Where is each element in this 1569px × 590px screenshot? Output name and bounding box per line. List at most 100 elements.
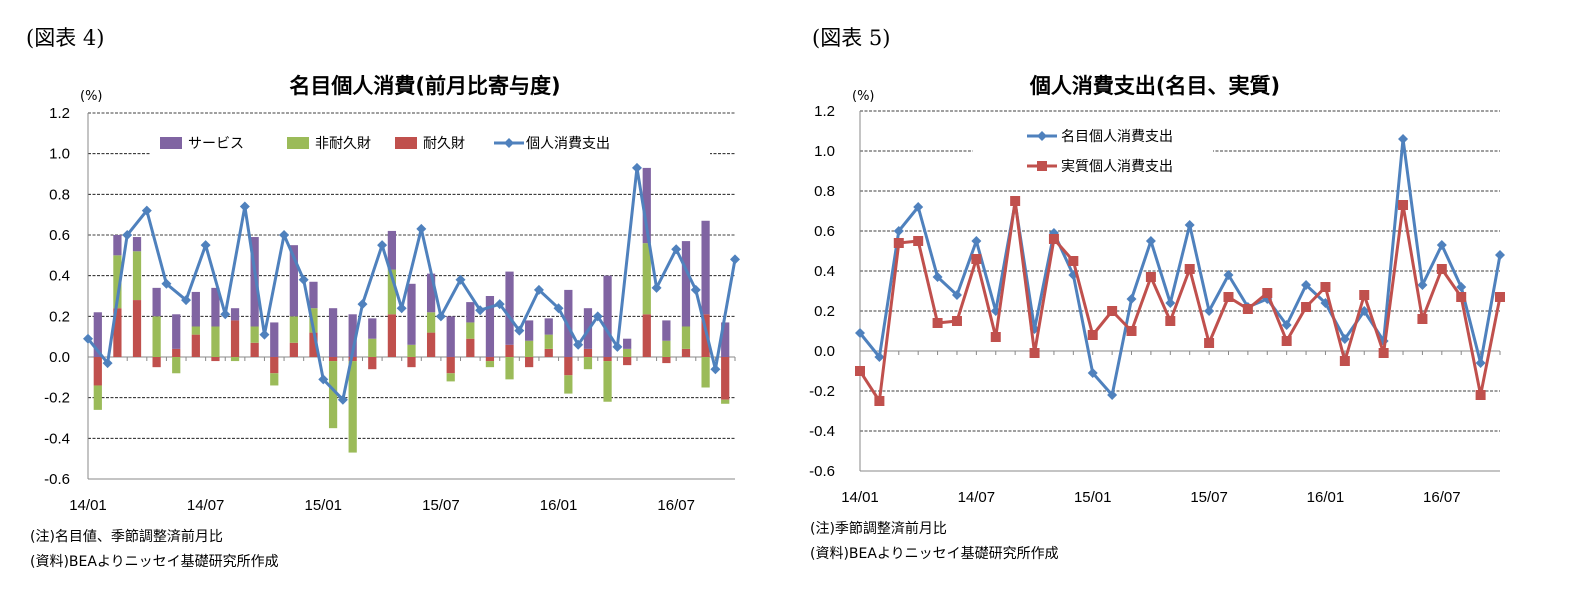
y-tick-label: -0.6 xyxy=(809,463,835,480)
data-point xyxy=(1029,348,1040,358)
bar-segment xyxy=(525,320,534,341)
bar-segment xyxy=(387,269,397,315)
data-point xyxy=(1145,272,1156,282)
data-point xyxy=(612,341,623,352)
data-point xyxy=(298,274,309,285)
legend-marker xyxy=(1037,131,1047,141)
data-point xyxy=(874,396,885,406)
bar-segment xyxy=(642,243,651,315)
data-point xyxy=(1204,338,1215,348)
bar-segment xyxy=(485,357,495,362)
data-point xyxy=(1456,292,1467,302)
y-tick-label: 0.8 xyxy=(814,183,835,200)
data-point xyxy=(1107,306,1118,316)
data-point xyxy=(631,162,642,173)
data-point xyxy=(1339,356,1350,366)
data-point xyxy=(1223,270,1234,280)
x-tick-label: 15/07 xyxy=(1190,489,1228,506)
data-point xyxy=(1301,302,1312,312)
bar-segment xyxy=(230,357,240,362)
legend-marker xyxy=(1037,161,1047,171)
legend-label: 個人消費支出 xyxy=(526,136,610,152)
bar-segment xyxy=(250,237,259,327)
data-point xyxy=(1068,270,1079,280)
data-point xyxy=(396,303,407,314)
data-point xyxy=(514,325,525,336)
bar-segment xyxy=(623,357,632,366)
data-point xyxy=(1339,334,1350,344)
bar-segment xyxy=(328,308,338,357)
data-point xyxy=(1184,264,1195,274)
data-point xyxy=(122,230,133,240)
bar-segment xyxy=(583,348,593,357)
x-tick-label: 15/01 xyxy=(1074,489,1112,506)
y-tick-label: 1.2 xyxy=(49,105,70,122)
x-tick-label: 14/01 xyxy=(841,489,879,506)
bar-segment xyxy=(270,322,279,357)
data-point xyxy=(102,358,113,369)
y-tick-label: 0.0 xyxy=(814,343,835,360)
bar-segment xyxy=(191,334,200,357)
y-tick-label: -0.2 xyxy=(809,383,835,400)
data-point xyxy=(1495,292,1505,302)
legend-label: 非耐久財 xyxy=(315,136,371,152)
data-point xyxy=(1436,240,1447,250)
data-point xyxy=(1165,298,1176,308)
bar-segment xyxy=(721,357,730,400)
bar-segment xyxy=(426,332,436,357)
bar-segment xyxy=(564,357,573,376)
bar-segment xyxy=(525,340,534,357)
data-point xyxy=(435,311,446,322)
data-point xyxy=(1417,314,1428,324)
data-point xyxy=(951,290,962,300)
y-tick-label: 0.6 xyxy=(49,227,70,244)
bar-segment xyxy=(230,308,240,321)
data-point xyxy=(913,236,924,246)
data-point xyxy=(893,238,904,248)
data-point xyxy=(318,374,329,385)
data-point xyxy=(1010,196,1021,206)
data-point xyxy=(279,230,290,240)
data-point xyxy=(1223,292,1234,302)
legend-label: 実質個人消費支出 xyxy=(1061,159,1173,175)
figure-4-source: (資料)BEAよりニッセイ基礎研究所作成 xyxy=(30,554,279,570)
x-tick-label: 16/01 xyxy=(1307,489,1345,506)
data-point xyxy=(1320,298,1331,308)
bar-segment xyxy=(132,300,142,357)
y-tick-label: -0.6 xyxy=(44,471,70,488)
x-tick-label: 15/01 xyxy=(304,497,342,514)
data-point xyxy=(1087,368,1098,378)
bar-segment xyxy=(368,338,377,357)
bar-segment xyxy=(211,357,220,362)
data-point xyxy=(553,303,564,314)
bar-segment xyxy=(662,340,671,357)
data-point xyxy=(1281,320,1292,330)
bar-segment xyxy=(681,348,691,357)
data-point xyxy=(1301,280,1312,290)
data-point xyxy=(855,328,865,338)
bar-segment xyxy=(544,334,553,349)
data-point xyxy=(161,278,172,289)
bar-segment xyxy=(623,348,632,357)
bar-segment xyxy=(152,357,161,368)
legend-label: サービス xyxy=(188,136,244,152)
bar-segment xyxy=(446,357,455,374)
x-tick-label: 16/07 xyxy=(657,497,695,514)
data-point xyxy=(533,284,544,295)
bar-segment xyxy=(544,318,553,335)
bar-segment xyxy=(132,237,142,252)
chart-consumption-nominal-real: 個人消費支出(名目、実質) (%) 1.2 1.0 0.8 0.6 0.4 0.2 0.0 -0.… xyxy=(809,74,1505,506)
chart-nominal-consumption-contribution: 名目個人消費(前月比寄与度) (%) 1.2 1.0 0.8 0.6 0.4 0.2 0.0 -0… xyxy=(44,74,740,514)
bar-segment xyxy=(505,344,514,357)
data-point xyxy=(357,299,368,310)
bar-segment xyxy=(681,326,691,349)
data-point xyxy=(1320,282,1331,292)
bar-segment xyxy=(603,357,612,362)
x-tick-label: 14/07 xyxy=(187,497,225,514)
data-point xyxy=(592,311,603,322)
data-point xyxy=(377,240,388,251)
data-point xyxy=(651,282,662,293)
data-point xyxy=(1242,304,1253,314)
bar-segment xyxy=(172,357,181,374)
data-point xyxy=(1126,326,1137,336)
